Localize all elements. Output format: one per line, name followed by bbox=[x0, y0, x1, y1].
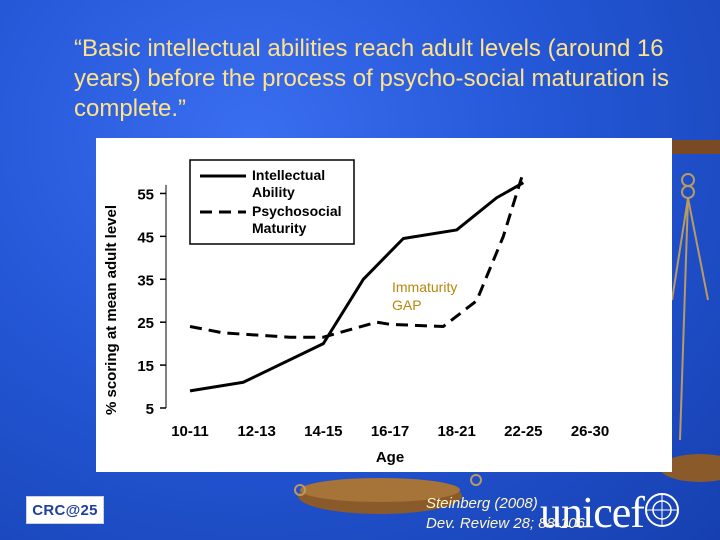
x-tick-label: 22-25 bbox=[504, 423, 542, 440]
y-tick-label: 25 bbox=[137, 315, 154, 332]
unicef-emblem-icon bbox=[645, 493, 679, 527]
legend-label-1: Psychosocial bbox=[252, 203, 342, 219]
annotation-line2: GAP bbox=[392, 297, 422, 313]
y-tick-label: 15 bbox=[137, 358, 154, 375]
x-tick-label: 12-13 bbox=[237, 423, 275, 440]
annotation-line1: Immaturity bbox=[392, 279, 458, 295]
legend-label-0: Intellectual bbox=[252, 167, 325, 183]
y-tick-label: 45 bbox=[137, 229, 154, 246]
unicef-logo: unicef bbox=[540, 488, 645, 537]
series-line-1 bbox=[189, 171, 525, 339]
legend-label-0: Ability bbox=[252, 184, 295, 200]
x-tick-label: 14-15 bbox=[304, 423, 342, 440]
citation-line2: Dev. Review 28; 88-106 bbox=[426, 515, 585, 532]
slide-quote: “Basic intellectual abilities reach adul… bbox=[74, 35, 669, 122]
legend-label-1: Maturity bbox=[252, 220, 307, 236]
y-axis-label: % scoring at mean adult level bbox=[103, 205, 120, 415]
x-tick-label: 26-30 bbox=[571, 423, 609, 440]
x-tick-label: 10-11 bbox=[171, 423, 209, 440]
x-axis-label: Age bbox=[376, 449, 404, 466]
crc25-logo: CRC@25 bbox=[26, 496, 104, 524]
y-tick-label: 35 bbox=[137, 272, 154, 289]
x-tick-label: 16-17 bbox=[371, 423, 409, 440]
immaturity-gap-annotation: Immaturity GAP bbox=[392, 278, 457, 314]
y-tick-label: 55 bbox=[137, 186, 154, 203]
y-tick-label: 5 bbox=[146, 401, 154, 418]
series-line-0 bbox=[189, 181, 525, 393]
line-chart: 5 15 25 35 45 55 10-11 12-13 14-15 16-17 18-21 22-2… bbox=[103, 159, 609, 466]
legend-box bbox=[189, 159, 355, 245]
x-tick-label: 18-21 bbox=[437, 423, 475, 440]
chart-panel: 5 15 25 35 45 55 10-11 12-13 14-15 16-17 18-21 22-2… bbox=[96, 138, 672, 472]
crc25-logo-text: CRC@25 bbox=[32, 501, 98, 519]
citation: Steinberg (2008) Dev. Review 28; 88-106 bbox=[426, 494, 626, 534]
citation-line1: Steinberg (2008) bbox=[426, 495, 538, 512]
